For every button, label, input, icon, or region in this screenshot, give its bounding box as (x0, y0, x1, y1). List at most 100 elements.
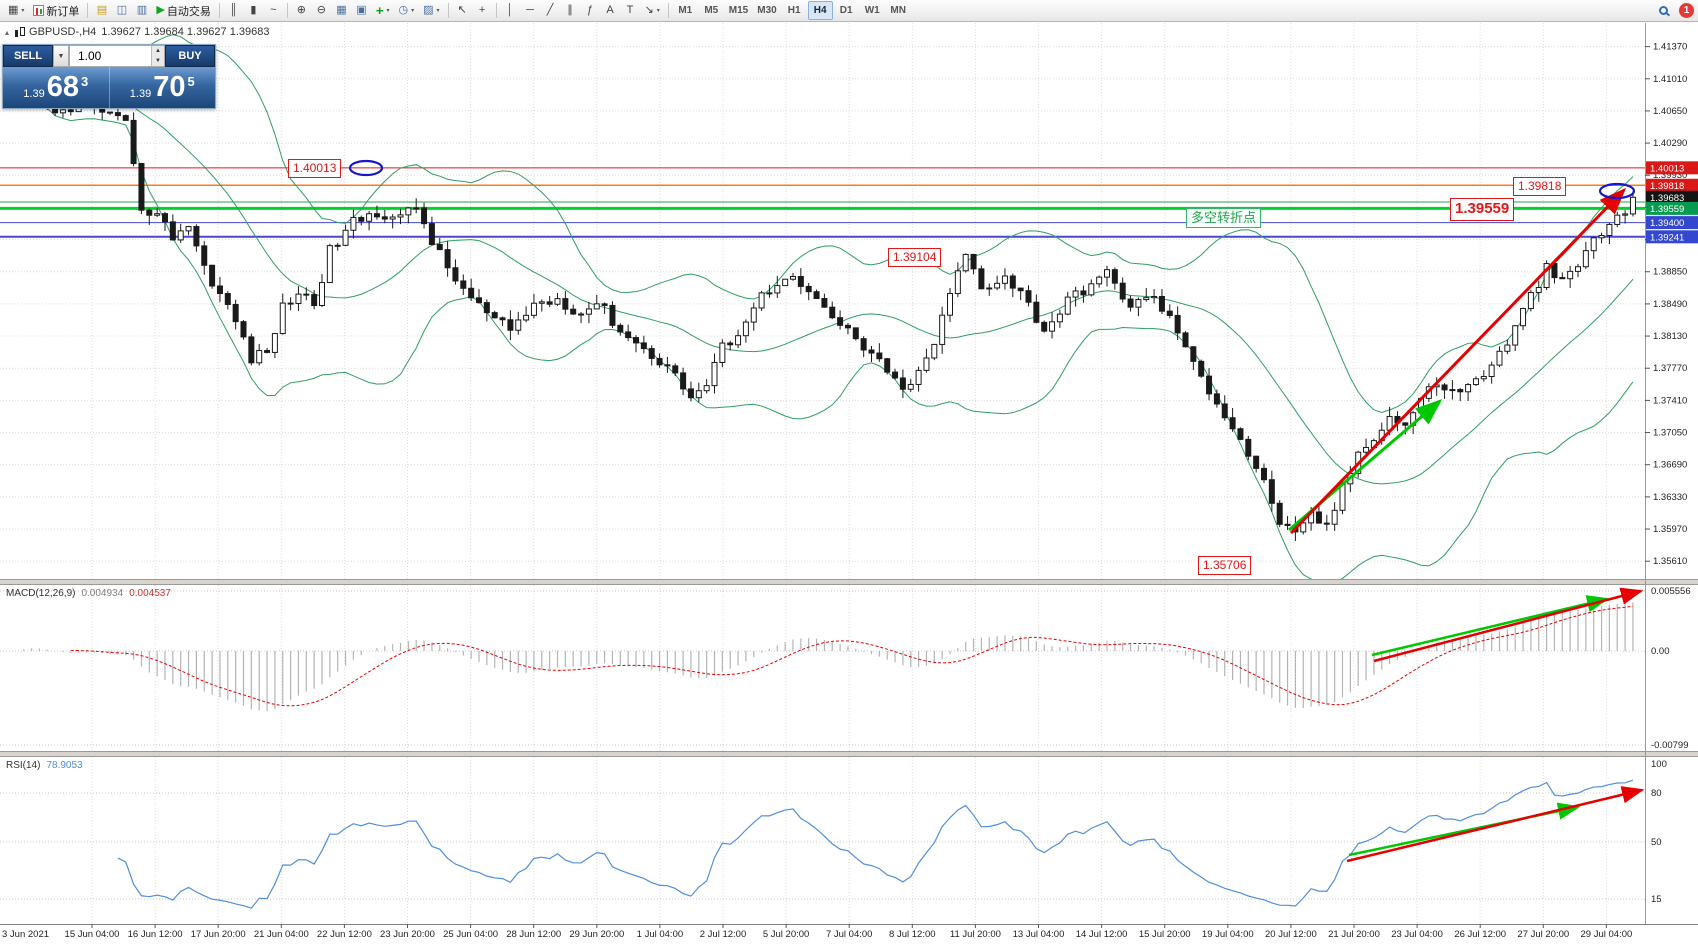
text-label-icon: T (626, 4, 634, 16)
annotation-label[interactable]: 1.35706 (1198, 556, 1252, 575)
timeframe-W1-button[interactable]: W1 (860, 1, 885, 20)
new-order-button[interactable]: 新订单 (29, 1, 83, 20)
trendline-button[interactable]: ╱ (541, 1, 560, 20)
templates-icon: ▨ (423, 4, 434, 16)
trend-arrow-red[interactable] (1289, 187, 1627, 535)
volume-input[interactable] (70, 46, 164, 66)
svg-text:0.00: 0.00 (1651, 646, 1670, 657)
panel-separators[interactable] (0, 23, 1698, 925)
notifications-badge[interactable]: 1 (1679, 3, 1694, 18)
arrange-windows-button[interactable]: ▣ (352, 1, 371, 20)
volume-down-icon[interactable]: ▼ (151, 56, 164, 66)
svg-text:1.38130: 1.38130 (1653, 331, 1687, 342)
highlight-ellipse[interactable] (348, 159, 384, 177)
svg-text:1.35610: 1.35610 (1653, 556, 1687, 567)
annotation-label[interactable]: 1.39104 (888, 248, 942, 267)
price-scale[interactable]: 1.41370 1.41010 1.40650 1.40290 1.39930 1.395… (1645, 42, 1698, 905)
navigator-button[interactable]: ▥ (132, 1, 151, 20)
candles (5, 74, 1636, 541)
svg-text:1.37770: 1.37770 (1653, 363, 1687, 374)
sell-price-display[interactable]: 1.39 68 3 (3, 67, 110, 108)
horizontal-line-button[interactable]: ─ (521, 1, 540, 20)
text-label-button[interactable]: T (621, 1, 640, 20)
sell-price-pip: 3 (80, 74, 89, 89)
grid (0, 23, 1645, 923)
svg-text:11 Jul 20:00: 11 Jul 20:00 (950, 929, 1001, 940)
trend-arrow-red[interactable] (1346, 786, 1645, 863)
macd-indicator-label: MACD(12,26,9) 0.004934 0.004537 (6, 588, 171, 599)
timeframe-MN-button[interactable]: MN (886, 1, 911, 20)
data-window-button[interactable]: ◫ (112, 1, 131, 20)
quick-trade-collapse-icon[interactable]: ▴ (5, 27, 10, 37)
macd-signal-value: 0.004537 (129, 588, 171, 599)
volume-dropdown-button[interactable]: ▼ (53, 45, 69, 67)
timeframe-M5-button[interactable]: M5 (699, 1, 724, 20)
price-level-lines[interactable] (0, 167, 1645, 238)
timeframe-M30-button[interactable]: M30 (753, 1, 780, 20)
trend-arrow-red[interactable] (1373, 587, 1644, 663)
svg-text:1.38490: 1.38490 (1653, 299, 1687, 310)
timeframe-H4-button[interactable]: H4 (807, 1, 833, 20)
autotrading-button[interactable]: ▶ 自动交易 (152, 1, 214, 20)
annotation-shapes[interactable] (348, 159, 1645, 863)
svg-text:14 Jul 12:00: 14 Jul 12:00 (1076, 929, 1128, 940)
indicators-button[interactable]: + ▾ (372, 1, 394, 20)
bar-chart-icon: ║ (229, 4, 238, 16)
svg-text:20 Jul 12:00: 20 Jul 12:00 (1265, 929, 1317, 940)
svg-text:1.36690: 1.36690 (1653, 460, 1687, 471)
timeframe-M1-button[interactable]: M1 (673, 1, 698, 20)
zoom-out-button[interactable]: ⊖ (312, 1, 331, 20)
market-watch-button[interactable]: ▤ (92, 1, 111, 20)
svg-text:23 Jun 20:00: 23 Jun 20:00 (380, 929, 435, 940)
svg-text:1.39818: 1.39818 (1650, 181, 1684, 192)
buy-button[interactable]: BUY (165, 45, 215, 67)
bar-chart-button[interactable]: ║ (224, 1, 243, 20)
svg-text:1.39241: 1.39241 (1650, 232, 1684, 243)
crosshair-button[interactable]: + (473, 1, 492, 20)
chevron-down-icon: ▾ (411, 8, 415, 14)
search-button[interactable] (1654, 1, 1673, 20)
templates-button[interactable]: ▨ ▾ (419, 1, 443, 20)
svg-text:1.39400: 1.39400 (1650, 218, 1684, 229)
svg-text:3 Jun 2021: 3 Jun 2021 (2, 929, 49, 940)
rsi-name: RSI(14) (6, 760, 41, 771)
candlestick-icon (14, 26, 26, 38)
annotation-label[interactable]: 1.39559 (1450, 198, 1515, 221)
arrows-tool-button[interactable]: ↘ ▾ (641, 1, 664, 20)
annotation-label[interactable]: 多空转折点 (1186, 208, 1262, 229)
svg-text:1.41370: 1.41370 (1653, 42, 1687, 53)
vertical-line-icon: │ (506, 4, 514, 16)
periods-icon: ◷ (398, 4, 409, 16)
time-axis[interactable]: 3 Jun 2021 15 Jun 04:00 16 Jun 12:00 17 Jun… (2, 924, 1632, 940)
candlestick-chart-button[interactable]: ▮ (244, 1, 263, 20)
vertical-line-button[interactable]: │ (501, 1, 520, 20)
cursor-button[interactable]: ↖ (453, 1, 472, 20)
volume-up-icon[interactable]: ▲ (151, 46, 164, 56)
timeframe-H1-button[interactable]: H1 (782, 1, 807, 20)
zoom-in-button[interactable]: ⊕ (292, 1, 311, 20)
search-icon (1659, 6, 1668, 15)
tile-windows-button[interactable]: ▦ (332, 1, 351, 20)
periods-button[interactable]: ◷ ▾ (395, 1, 419, 20)
zoom-out-icon: ⊖ (316, 4, 326, 16)
text-button[interactable]: A (601, 1, 620, 20)
buy-price-display[interactable]: 1.39 70 5 (110, 67, 216, 108)
highlight-ellipse[interactable] (1598, 182, 1636, 200)
channel-button[interactable]: ∥ (561, 1, 580, 20)
annotation-label[interactable]: 1.40013 (288, 159, 342, 178)
toolbar-separator (218, 3, 220, 18)
svg-text:1 Jul 04:00: 1 Jul 04:00 (637, 929, 683, 940)
trade-controls-row: SELL ▼ ▲ ▼ BUY (3, 45, 215, 67)
bid-ask-display: 1.39 68 3 1.39 70 5 (3, 67, 215, 108)
timeframe-D1-button[interactable]: D1 (834, 1, 859, 20)
sell-button[interactable]: SELL (3, 45, 53, 67)
timeframe-M15-button[interactable]: M15 (725, 1, 752, 20)
trend-arrow-green[interactable] (1371, 595, 1610, 657)
annotation-label[interactable]: 1.39818 (1513, 177, 1567, 196)
line-chart-button[interactable]: ~ (264, 1, 283, 20)
new-chart-button[interactable]: ▦ ▾ (4, 1, 28, 20)
ohlc-values: 1.39627 1.39684 1.39627 1.39683 (101, 26, 270, 38)
new-order-icon (33, 5, 45, 16)
fibonacci-button[interactable]: ƒ (581, 1, 600, 20)
